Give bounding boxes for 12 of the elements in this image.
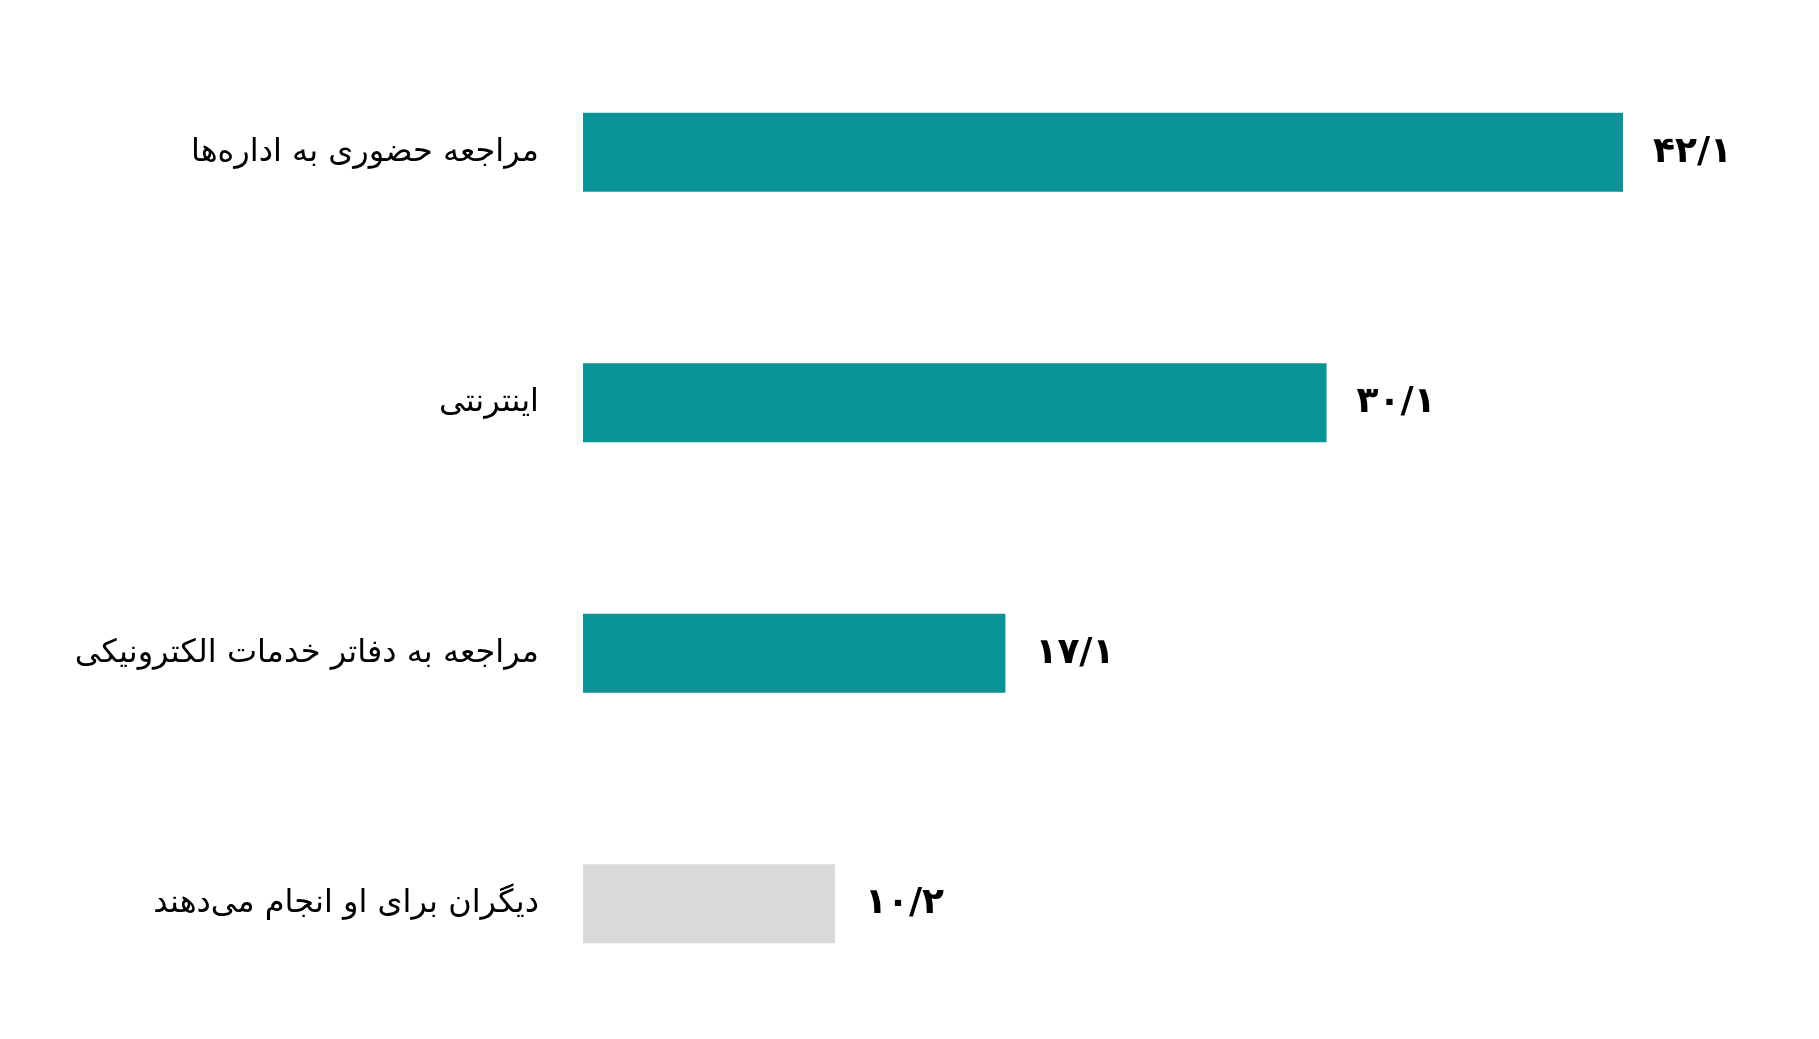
y-tick-label: اینترنتی <box>439 381 539 420</box>
y-tick-label: دیگران برای او انجام می‌دهند <box>153 882 539 921</box>
bar <box>583 112 1623 192</box>
bar <box>583 363 1327 443</box>
y-tick-label: مراجعه حضوری به اداره‌ها <box>190 130 539 169</box>
bar <box>583 613 1006 693</box>
data-label: ۱۷/۱ <box>1035 629 1115 671</box>
data-label: ۱۰/۲ <box>864 880 945 922</box>
y-tick-label: مراجعه به دفاتر خدمات الکترونیکی <box>74 631 539 670</box>
data-label: ۴۲/۱ <box>1653 128 1733 170</box>
data-label: ۳۰/۱ <box>1356 379 1436 421</box>
bar <box>583 864 835 944</box>
